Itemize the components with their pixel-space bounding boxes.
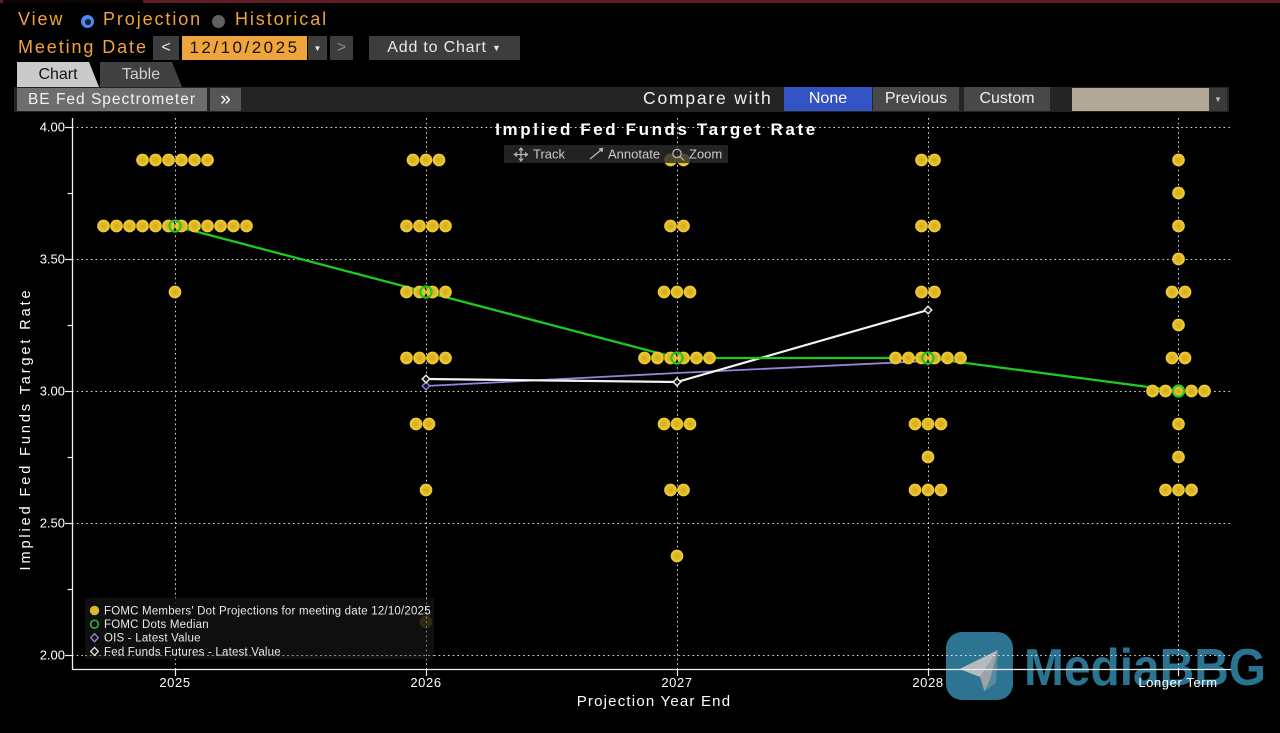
svg-text:4.00: 4.00 xyxy=(40,120,65,135)
svg-text:2027: 2027 xyxy=(661,675,692,690)
svg-text:2026: 2026 xyxy=(410,675,441,690)
svg-text:3.50: 3.50 xyxy=(40,252,65,267)
svg-text:Longer Term: Longer Term xyxy=(1138,675,1217,690)
svg-text:MediaBBG: MediaBBG xyxy=(1024,639,1266,697)
svg-text:FOMC Members' Dot Projections: FOMC Members' Dot Projections for meetin… xyxy=(104,605,431,617)
svg-text:Zoom: Zoom xyxy=(689,146,722,161)
svg-text:Annotate: Annotate xyxy=(608,146,660,161)
svg-text:Fed Funds Futures - Latest Val: Fed Funds Futures - Latest Value xyxy=(104,646,281,658)
svg-text:3.00: 3.00 xyxy=(40,384,65,399)
svg-text:2028: 2028 xyxy=(912,675,943,690)
svg-text:Projection Year End: Projection Year End xyxy=(577,693,732,710)
svg-text:OIS - Latest Value: OIS - Latest Value xyxy=(104,633,201,645)
svg-text:2.50: 2.50 xyxy=(40,516,65,531)
svg-text:Track: Track xyxy=(533,146,566,161)
svg-text:2025: 2025 xyxy=(159,675,190,690)
svg-text:Implied Fed Funds Target Rate: Implied Fed Funds Target Rate xyxy=(18,288,34,571)
svg-text:FOMC Dots Median: FOMC Dots Median xyxy=(104,619,209,631)
svg-text:2.00: 2.00 xyxy=(40,648,65,663)
